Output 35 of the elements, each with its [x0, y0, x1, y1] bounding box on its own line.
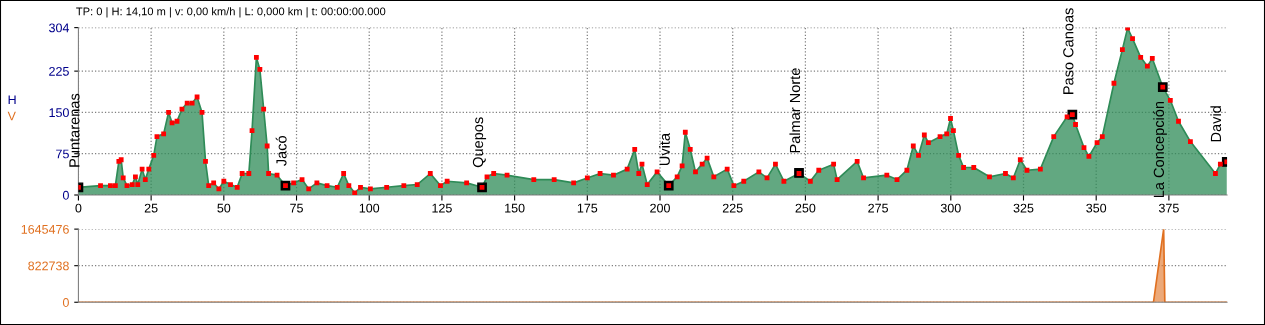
annotation: Paso Canoas	[1063, 8, 1074, 94]
x-tick-label: 150	[505, 203, 525, 213]
x-tick-label: 175	[577, 203, 598, 213]
annotation: Puntarenas	[69, 93, 80, 167]
x-tick-label: 300	[940, 203, 961, 213]
x-tick-label: 350	[1086, 203, 1107, 213]
x-tick-label: 275	[868, 203, 889, 213]
y-tick-label: 1645476	[21, 224, 69, 234]
annotation: La Concepción	[1153, 101, 1167, 198]
y-tick-label: 0	[62, 298, 69, 307]
x-tick-label: 225	[722, 203, 743, 213]
x-tick-label: 375	[1158, 203, 1179, 213]
y-tick-label: 75	[56, 149, 69, 159]
y-tick-label: 150	[49, 108, 69, 118]
y-axis-title: V	[7, 111, 16, 121]
annotation: Palmar Norte	[789, 68, 801, 153]
annotation: Quepos	[472, 117, 487, 168]
x-tick-label: 325	[1013, 203, 1034, 213]
y-axis-title: H	[8, 95, 16, 104]
annotation: Jacó	[275, 136, 287, 166]
y-tick-label: 822738	[28, 261, 69, 271]
x-tick-label: 100	[359, 203, 380, 213]
x-tick-label: 250	[795, 203, 816, 213]
x-tick-label: 0	[75, 203, 82, 213]
x-tick-label: 200	[650, 203, 670, 213]
x-tick-label: 50	[217, 203, 231, 213]
annotation: Uvita	[659, 132, 670, 166]
x-tick-label: 75	[290, 203, 303, 213]
y-tick-label: 225	[49, 66, 69, 76]
x-tick-label: 25	[144, 203, 158, 213]
y-tick-label: 304	[49, 23, 70, 33]
chart-title: TP: 0 | H: 14,10 m | v: 0,00 km/h | L: 0,000 km | t: 00:00:00.000	[76, 7, 386, 18]
x-tick-label: 125	[432, 203, 452, 213]
y-tick-label: 0	[62, 190, 69, 200]
annotation: David	[1210, 106, 1222, 142]
